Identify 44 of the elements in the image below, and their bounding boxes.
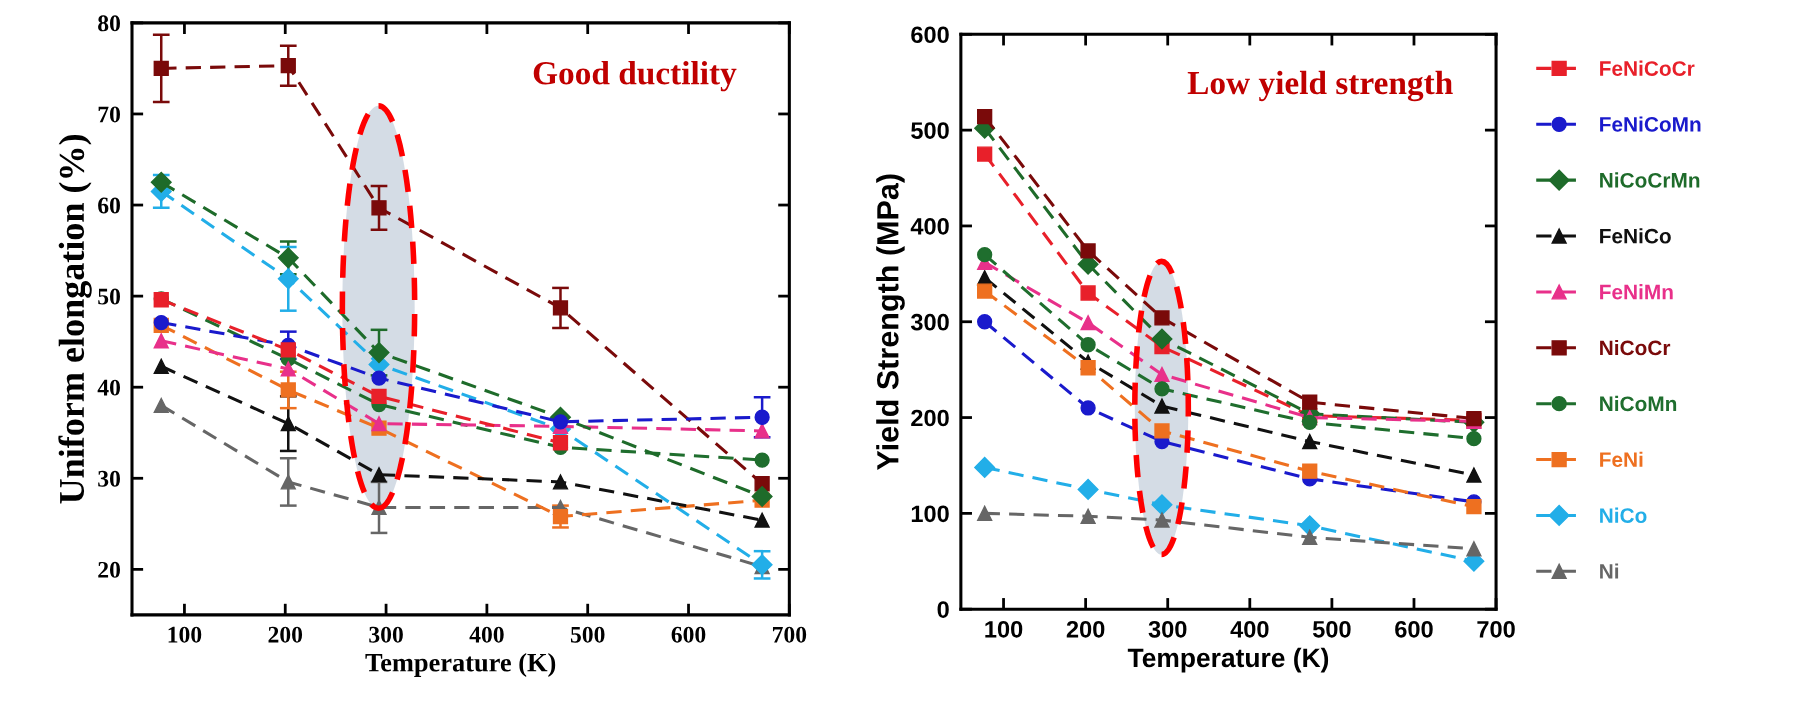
x-tick-label: 100	[985, 620, 1023, 638]
x-tick-label: 500	[570, 626, 605, 643]
y-tick-label: 600	[911, 26, 949, 44]
x-axis-title: Temperature (K)	[1127, 647, 1329, 673]
y-tick-label: 20	[98, 561, 120, 578]
x-tick-label: 700	[1477, 620, 1515, 638]
x-tick-label: 400	[1230, 620, 1269, 638]
legend-label: NiCo	[1600, 507, 1647, 523]
legend-label: FeNi	[1600, 451, 1643, 468]
y-tick-label: 500	[911, 122, 949, 139]
legend-label: FeNiCoMn	[1600, 116, 1701, 132]
y-tick-label: 300	[910, 313, 949, 331]
x-tick-label: 300	[369, 626, 403, 643]
y-axis-title: Yield Strength (MPa)	[876, 174, 905, 471]
legend-label: Ni	[1600, 563, 1619, 579]
legend-label: FeNiCo	[1600, 228, 1671, 244]
x-tick-label: 600	[1395, 620, 1433, 638]
legend-label: NiCoCrMn	[1600, 172, 1700, 188]
y-tick-label: 50	[98, 288, 120, 305]
legend-label: NiCoCr	[1600, 339, 1671, 356]
x-tick-label: 400	[469, 626, 504, 643]
y-tick-label: 60	[98, 197, 120, 214]
legend-label: FeNiCoCr	[1600, 60, 1695, 76]
x-tick-label: 100	[168, 626, 202, 643]
x-tick-label: 700	[772, 626, 807, 643]
y-tick-label: 40	[97, 379, 120, 396]
x-tick-label: 500	[1312, 620, 1351, 638]
x-axis-title: Temperature (K)	[365, 652, 556, 677]
y-tick-label: 30	[98, 470, 120, 487]
x-tick-label: 300	[1148, 620, 1187, 638]
y-tick-label: 70	[98, 106, 120, 123]
y-tick-label: 400	[910, 218, 949, 235]
annotation: Low yield strength	[1187, 70, 1453, 102]
y-tick-label: 100	[911, 505, 949, 523]
legend-label: NiCoMn	[1600, 395, 1677, 412]
y-tick-label: 80	[98, 15, 120, 32]
legend-label: FeNiMn	[1600, 284, 1673, 300]
x-tick-label: 200	[1066, 620, 1105, 638]
y-axis-title: Uniform elongation (%)	[58, 134, 92, 504]
y-tick-label: 0	[937, 601, 949, 618]
x-tick-label: 200	[268, 626, 303, 643]
y-tick-label: 200	[911, 409, 949, 427]
x-tick-label: 600	[671, 626, 706, 643]
annotation: Good ductility	[533, 61, 737, 92]
